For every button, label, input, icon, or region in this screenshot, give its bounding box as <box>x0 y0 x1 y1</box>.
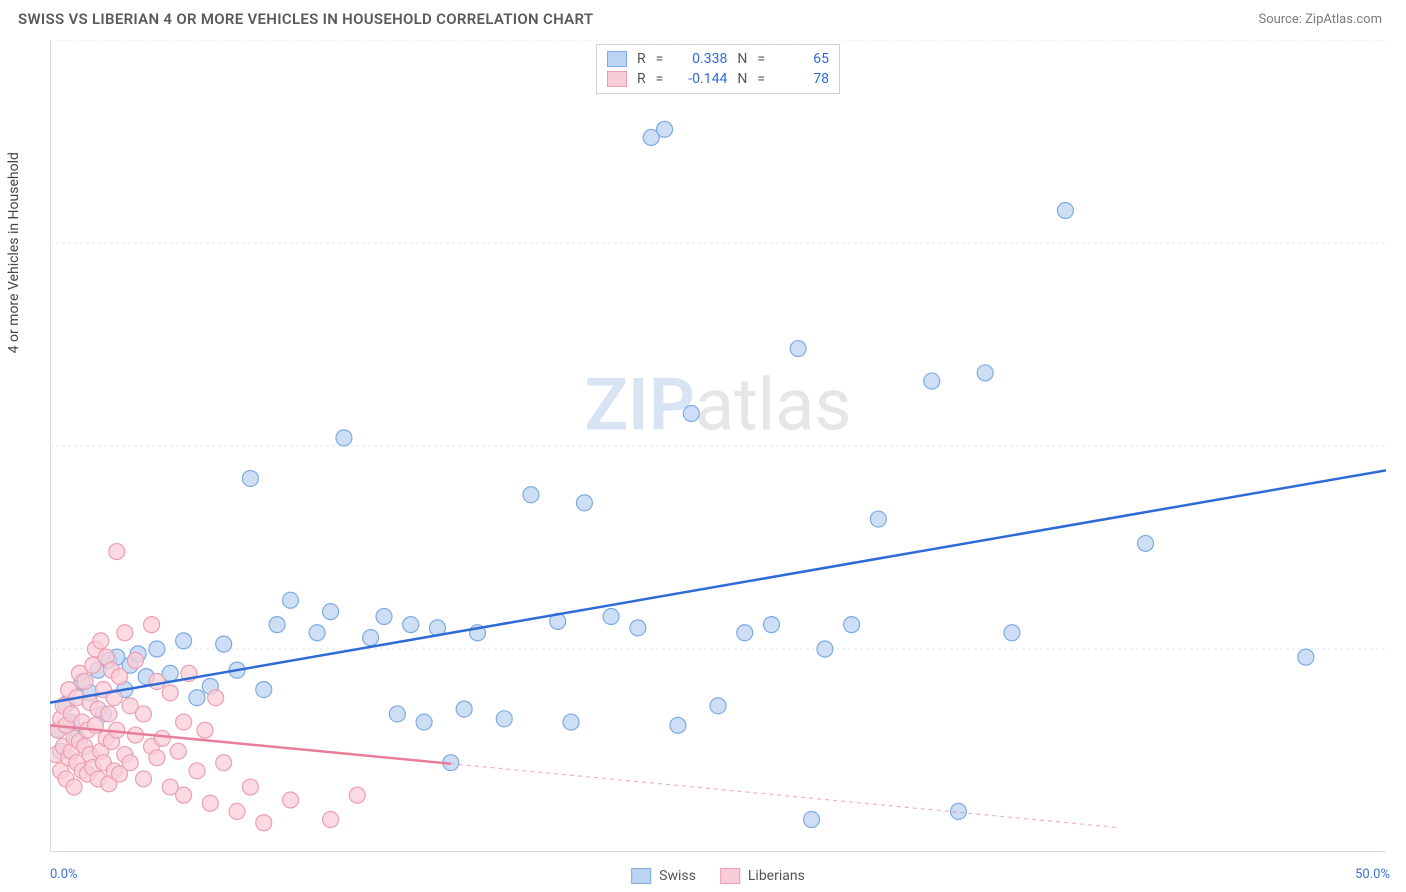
r-label: R <box>637 71 646 87</box>
swatch-swiss <box>607 51 627 67</box>
legend-row-liberians: R = -0.144 N = 78 <box>607 69 829 89</box>
legend-item-liberians: Liberians <box>720 868 805 884</box>
swatch-liberians <box>607 71 627 87</box>
n-label: N <box>737 71 747 87</box>
x-axis-min: 0.0% <box>50 867 78 882</box>
equals: = <box>656 51 664 67</box>
n-label: N <box>737 51 747 67</box>
swatch-liberians <box>720 868 740 884</box>
r-value-swiss: 0.338 <box>673 51 727 67</box>
chart-title: SWISS VS LIBERIAN 4 OR MORE VEHICLES IN … <box>18 10 593 28</box>
legend-label-swiss: Swiss <box>659 868 696 884</box>
legend-item-swiss: Swiss <box>631 868 696 884</box>
y-axis-label: 4 or more Vehicles in Household <box>6 152 22 353</box>
r-label: R <box>637 51 646 67</box>
correlation-legend: R = 0.338 N = 65 R = -0.144 N = 78 <box>596 44 840 94</box>
series-legend: Swiss Liberians <box>631 868 805 884</box>
chart-area: 4 or more Vehicles in Household ZIPatlas… <box>50 40 1386 852</box>
source: Source: ZipAtlas.com <box>1258 12 1382 27</box>
swatch-swiss <box>631 868 651 884</box>
scatter-plot <box>50 40 1386 852</box>
legend-label-liberians: Liberians <box>748 868 805 884</box>
r-value-liberians: -0.144 <box>673 71 727 87</box>
n-value-liberians: 78 <box>775 71 829 87</box>
source-prefix: Source: <box>1258 12 1305 27</box>
equals: = <box>757 51 765 67</box>
equals: = <box>656 71 664 87</box>
x-axis-max: 50.0% <box>1355 867 1390 882</box>
n-value-swiss: 65 <box>775 51 829 67</box>
legend-row-swiss: R = 0.338 N = 65 <box>607 49 829 69</box>
equals: = <box>757 71 765 87</box>
header: SWISS VS LIBERIAN 4 OR MORE VEHICLES IN … <box>0 0 1406 34</box>
source-name: ZipAtlas.com <box>1305 12 1382 27</box>
